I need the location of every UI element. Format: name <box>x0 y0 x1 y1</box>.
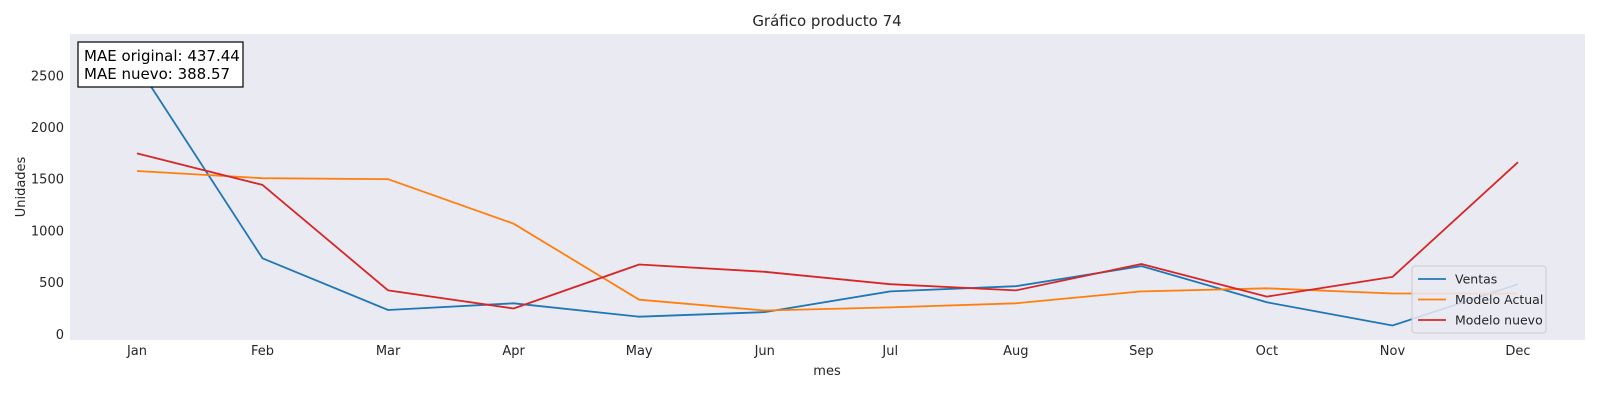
y-tick-label: 500 <box>39 276 64 291</box>
x-tick-label: Jan <box>126 344 147 359</box>
x-tick-label: Jun <box>754 344 775 359</box>
x-axis-label: mes <box>813 364 841 379</box>
y-tick-label: 0 <box>56 328 64 343</box>
x-tick-label: Nov <box>1380 344 1406 359</box>
mae-new-text: MAE nuevo: 388.57 <box>84 65 230 83</box>
legend-label-modelo-actual: Modelo Actual <box>1455 292 1543 307</box>
x-tick-label: Dec <box>1505 344 1530 359</box>
mae-annotation-frame <box>77 41 244 88</box>
x-tick-label: Aug <box>1003 344 1028 359</box>
series-line-modelo-actual <box>136 170 1518 312</box>
y-tick-label: 1000 <box>31 224 64 239</box>
x-tick-label: Feb <box>251 344 274 359</box>
x-tick-label: Mar <box>376 344 401 359</box>
series-line-modelo-nuevo <box>136 152 1519 310</box>
series-line-ventas <box>136 64 1519 327</box>
x-tick-label: Jul <box>881 344 898 359</box>
legend-label-modelo-nuevo: Modelo nuevo <box>1455 313 1543 328</box>
x-tick-label: Sep <box>1129 344 1154 359</box>
mae-annotation-box: MAE original: 437.44 MAE nuevo: 388.57 <box>77 41 244 88</box>
x-axis-ticks: Jan Feb Mar Apr May Jun Jul Aug Sep Oct Nov Dec <box>126 344 1531 359</box>
series-lines <box>136 64 1519 327</box>
y-axis-ticks: 0 500 1000 1500 2000 2500 <box>31 69 64 342</box>
y-tick-label: 2000 <box>31 121 64 136</box>
y-tick-label: 2500 <box>31 69 64 84</box>
x-tick-label: Oct <box>1256 344 1278 359</box>
legend-label-ventas: Ventas <box>1455 272 1497 287</box>
legend-frame <box>1411 265 1547 334</box>
plot-area-background <box>70 34 1585 340</box>
x-tick-label: May <box>626 344 653 359</box>
y-axis-label: Unidades <box>14 156 29 217</box>
x-tick-label: Apr <box>502 344 525 359</box>
legend: Ventas Modelo Actual Modelo nuevo <box>1411 265 1547 334</box>
mae-original-text: MAE original: 437.44 <box>84 47 240 65</box>
chart-title: Gráfico producto 74 <box>752 12 901 30</box>
y-tick-label: 1500 <box>31 173 64 188</box>
